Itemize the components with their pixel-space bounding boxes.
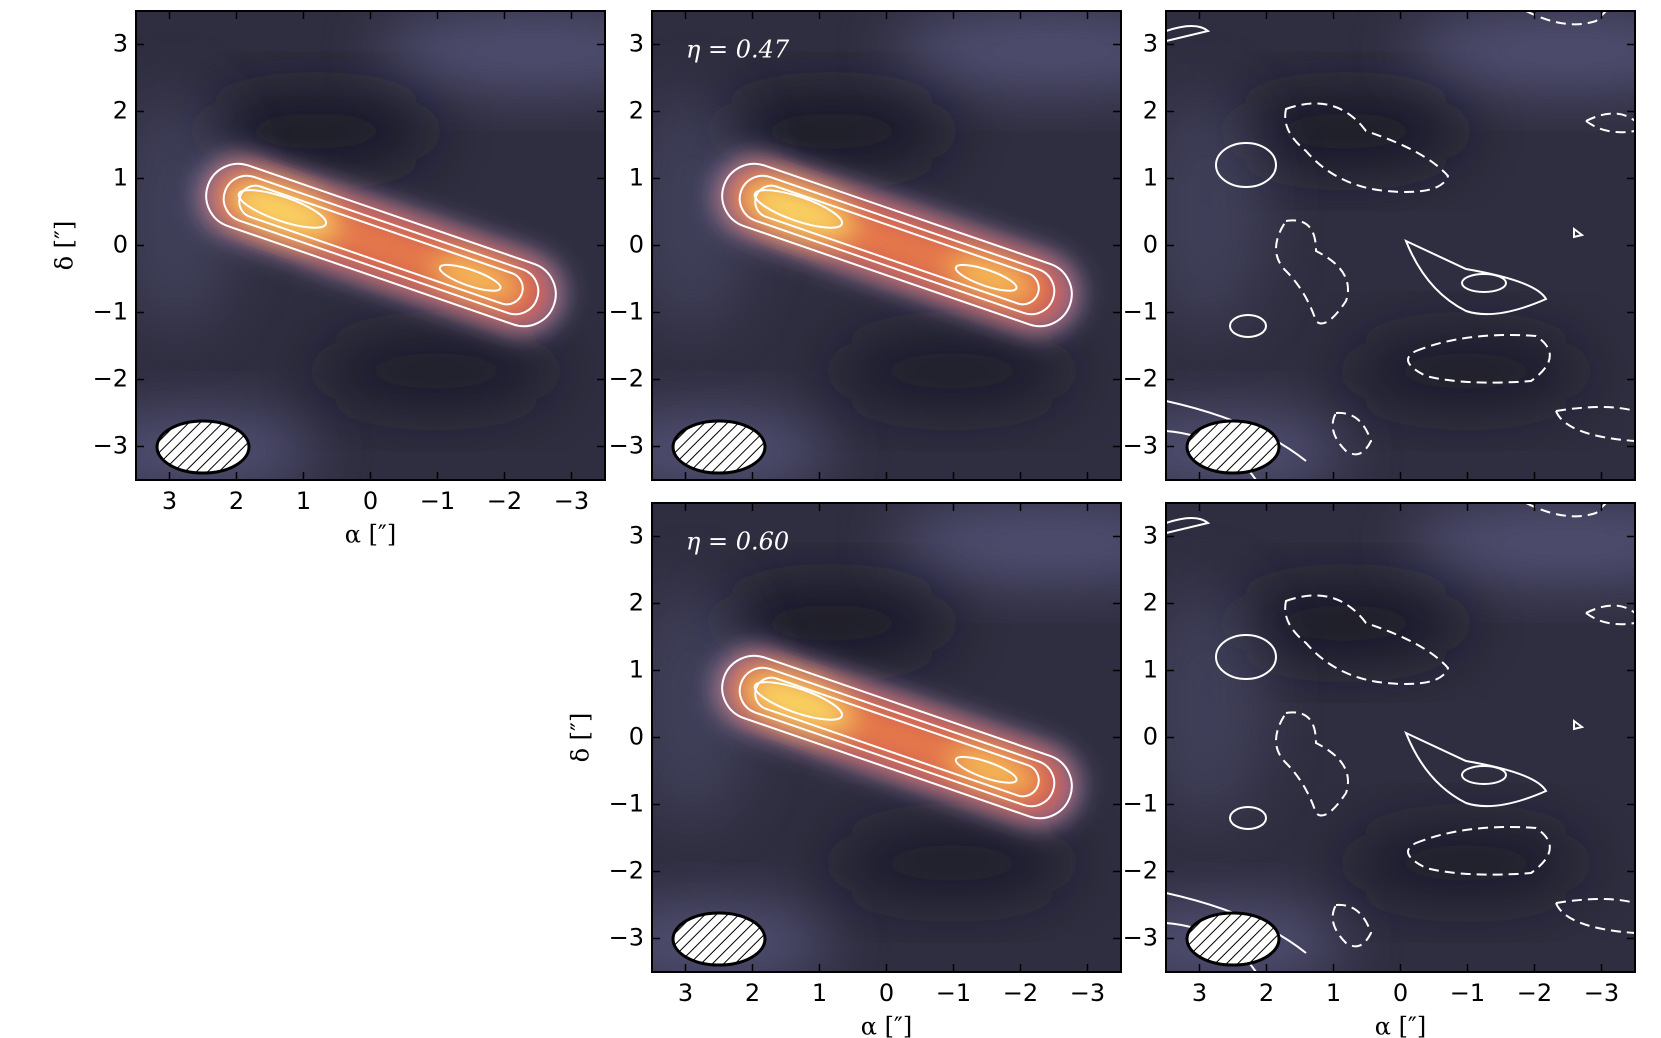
x-tick-label: −3 xyxy=(554,487,589,515)
image xyxy=(1106,503,1661,983)
x-axis-label: α [″] xyxy=(1375,1013,1427,1038)
y-tick-label: 2 xyxy=(113,97,128,125)
image xyxy=(592,11,1212,491)
x-axis-label: α [″] xyxy=(345,521,397,549)
x-tick-label: 2 xyxy=(745,979,760,1007)
y-tick-label: 1 xyxy=(629,656,644,684)
y-tick-label: 2 xyxy=(1143,589,1158,617)
y-tick-label: 0 xyxy=(1143,231,1158,259)
y-tick-label: −3 xyxy=(1123,924,1158,952)
y-tick-label: 3 xyxy=(1143,30,1158,58)
y-tick-label: −2 xyxy=(1123,365,1158,393)
y-tick-label: −3 xyxy=(93,432,128,460)
y-tick-label: 2 xyxy=(629,97,644,125)
y-tick-label: −2 xyxy=(1123,857,1158,885)
x-tick-label: 2 xyxy=(229,487,244,515)
panel: 3 2 1 0 −1 −2 −3 −3 −2 −1 0 1 2 3 α [″] xyxy=(1106,502,1661,1038)
panel: −3 −2 −1 0 1 2 3 η = 0.47 xyxy=(592,10,1212,491)
x-tick-label: −1 xyxy=(420,487,455,515)
y-tick-label: 3 xyxy=(1143,522,1158,550)
y-tick-label: 0 xyxy=(1143,723,1158,751)
x-tick-label: 0 xyxy=(879,979,894,1007)
panel: −3 −2 −1 0 1 2 3 xyxy=(1106,10,1661,491)
y-tick-label: 3 xyxy=(113,30,128,58)
y-tick-label: −1 xyxy=(1123,298,1158,326)
x-axis-label: α [″] xyxy=(861,1013,913,1038)
x-tick-label: 3 xyxy=(1192,979,1207,1007)
y-tick-label: 2 xyxy=(629,589,644,617)
y-axis-label: δ [″] xyxy=(51,221,79,271)
y-tick-label: −2 xyxy=(93,365,128,393)
x-tick-label: 3 xyxy=(162,487,177,515)
x-tick-label: 0 xyxy=(363,487,378,515)
y-tick-label: 3 xyxy=(629,522,644,550)
frame xyxy=(1165,10,1636,481)
frame xyxy=(651,502,1122,973)
frame xyxy=(135,10,606,481)
x-tick-label: 0 xyxy=(1393,979,1408,1007)
image xyxy=(592,503,1212,983)
x-tick-label: −2 xyxy=(1517,979,1552,1007)
annotation: η = 0.47 xyxy=(686,36,790,64)
y-tick-label: −2 xyxy=(609,365,644,393)
y-tick-label: −3 xyxy=(609,432,644,460)
x-tick-label: −1 xyxy=(1450,979,1485,1007)
y-tick-label: 1 xyxy=(1143,164,1158,192)
annotation: η = 0.60 xyxy=(686,528,789,556)
frame xyxy=(651,10,1122,481)
x-tick-label: 2 xyxy=(1259,979,1274,1007)
y-tick-label: −1 xyxy=(1123,790,1158,818)
y-tick-label: −2 xyxy=(609,857,644,885)
x-tick-label: 1 xyxy=(812,979,827,1007)
x-tick-label: 3 xyxy=(678,979,693,1007)
y-tick-label: 0 xyxy=(113,231,128,259)
y-tick-label: −1 xyxy=(93,298,128,326)
y-tick-label: 0 xyxy=(629,723,644,751)
panel: 3 2 1 0 −1 −2 −3 −3 −2 −1 0 1 2 3 α [″] δ [″] xyxy=(51,10,696,549)
x-tick-label: −3 xyxy=(1070,979,1105,1007)
y-tick-label: 1 xyxy=(1143,656,1158,684)
x-tick-label: −3 xyxy=(1584,979,1619,1007)
y-tick-label: −1 xyxy=(609,790,644,818)
image xyxy=(1106,11,1661,491)
image xyxy=(76,11,696,491)
x-tick-label: −2 xyxy=(487,487,522,515)
y-tick-label: 3 xyxy=(629,30,644,58)
panel: 3 2 1 0 −1 −2 −3 −3 −2 −1 0 1 2 3 η = 0.60 α [″] δ [″] xyxy=(567,502,1212,1038)
y-tick-label: −3 xyxy=(609,924,644,952)
x-tick-label: −2 xyxy=(1003,979,1038,1007)
y-tick-label: 0 xyxy=(629,231,644,259)
y-tick-label: 2 xyxy=(1143,97,1158,125)
y-tick-label: −1 xyxy=(609,298,644,326)
frame xyxy=(1165,502,1636,973)
y-axis-label: δ [″] xyxy=(567,713,595,763)
x-tick-label: 1 xyxy=(296,487,311,515)
y-tick-label: 1 xyxy=(113,164,128,192)
x-tick-label: 1 xyxy=(1326,979,1341,1007)
x-tick-label: −1 xyxy=(936,979,971,1007)
y-tick-label: 1 xyxy=(629,164,644,192)
y-tick-label: −3 xyxy=(1123,432,1158,460)
